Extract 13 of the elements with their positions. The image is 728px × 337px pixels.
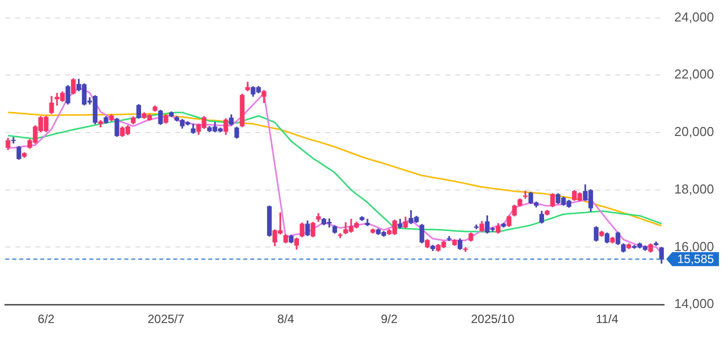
- y-tick-label: 20,000: [674, 124, 714, 140]
- x-tick-label: 9/2: [380, 312, 398, 326]
- y-tick-label: 14,000: [674, 296, 714, 312]
- x-tick-label: 2025/7: [148, 312, 185, 326]
- x-tick-label: 6/2: [38, 312, 55, 326]
- ref-line-label: 15,585: [677, 252, 714, 266]
- y-tick-label: 18,000: [674, 181, 714, 196]
- y-tick-label: 16,000: [674, 238, 714, 254]
- x-tick-label: 2025/10: [470, 312, 515, 326]
- y-tick-label: 24,000: [674, 9, 714, 24]
- x-tick-label: 11/4: [596, 312, 619, 326]
- y-tick-label: 22,000: [674, 66, 714, 82]
- x-tick-label: 8/4: [277, 312, 294, 326]
